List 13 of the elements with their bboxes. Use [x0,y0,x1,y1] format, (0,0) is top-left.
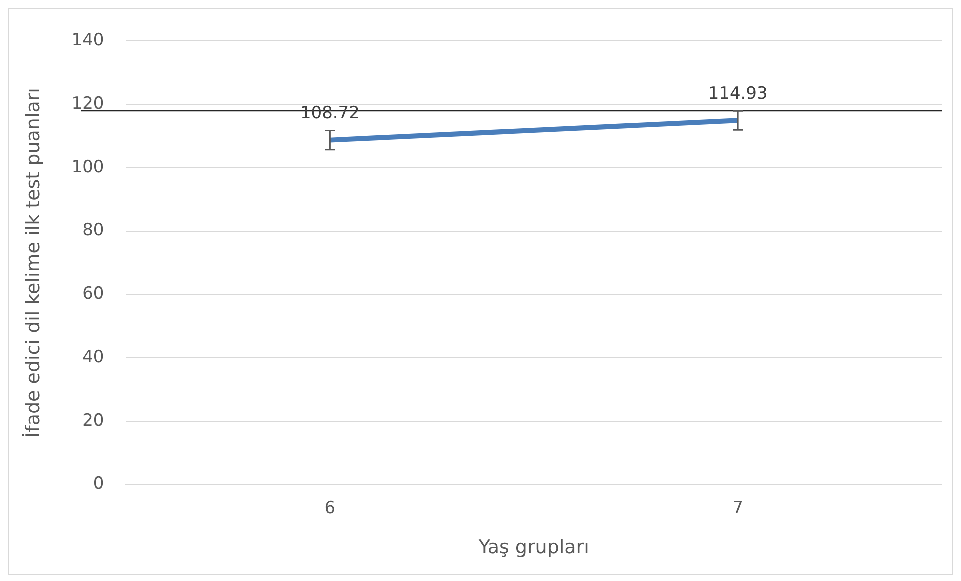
y-tick-label: 60 [82,284,104,304]
x-tick-label: 6 [324,498,336,518]
x-axis-title: Yaş grupları [478,536,590,559]
y-tick-label: 100 [72,157,104,178]
y-tick-label: 140 [72,30,104,51]
y-tick-label: 40 [82,347,104,368]
y-tick-label: 80 [82,220,104,241]
y-tick-label: 120 [72,94,104,114]
y-tick-label: 0 [93,474,104,494]
data-label: 114.93 [708,84,768,104]
x-tick-label: 7 [732,498,744,518]
y-axis-title: İfade edici dil kelime ilk test puanları [21,88,44,438]
y-tick-label: 20 [82,410,104,431]
